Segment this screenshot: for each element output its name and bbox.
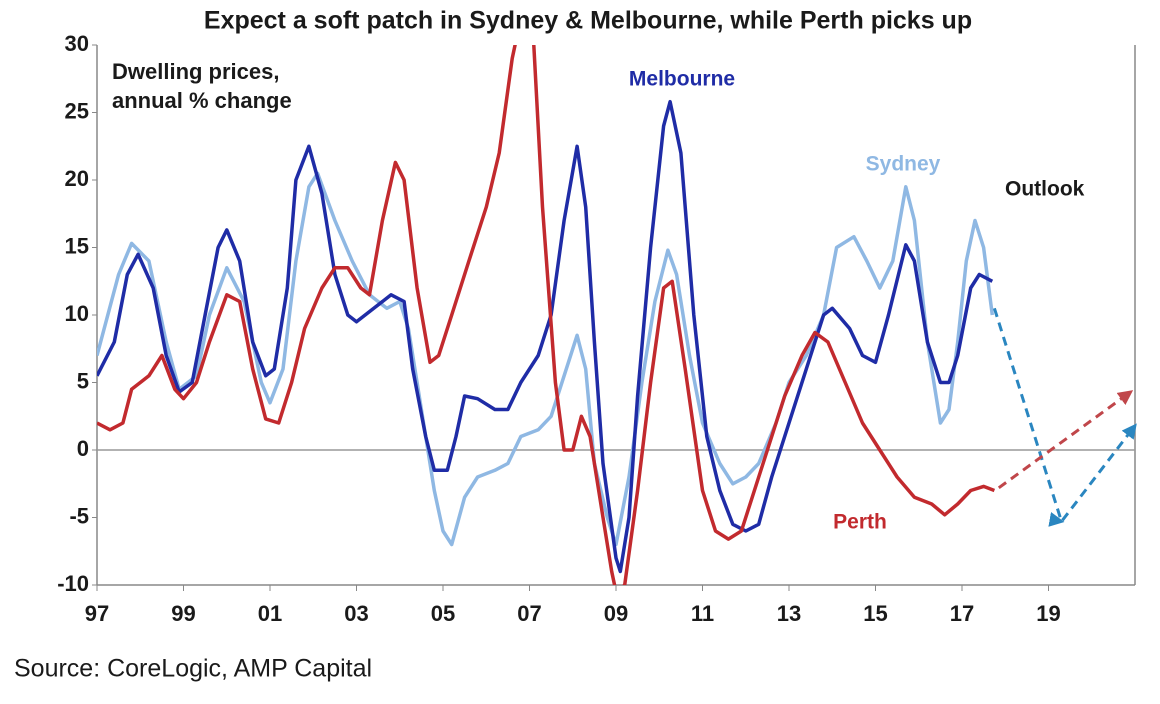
y-tick-label: -10 bbox=[57, 571, 89, 596]
y-tick-label: 30 bbox=[65, 31, 89, 56]
x-tick-label: 99 bbox=[171, 601, 195, 626]
outlook-line bbox=[992, 307, 1137, 527]
y-tick-label: 20 bbox=[65, 166, 89, 191]
x-tick-label: 17 bbox=[950, 601, 974, 626]
x-tick-label: 09 bbox=[604, 601, 628, 626]
x-tick-label: 05 bbox=[431, 601, 455, 626]
outlook-line bbox=[997, 390, 1134, 490]
x-tick-label: 97 bbox=[85, 601, 109, 626]
series-label: Melbourne bbox=[629, 68, 735, 91]
y-tick-label: 15 bbox=[65, 233, 89, 258]
x-tick-label: 07 bbox=[517, 601, 541, 626]
series-line bbox=[97, 99, 994, 574]
y-tick-label: -5 bbox=[69, 503, 89, 528]
x-tick-label: 11 bbox=[691, 601, 714, 626]
outlook-label: Outlook bbox=[1005, 178, 1085, 201]
x-tick-label: 19 bbox=[1036, 601, 1060, 626]
plot-area bbox=[97, 45, 996, 585]
source: Source: CoreLogic, AMP Capital bbox=[14, 655, 372, 683]
y-tick-label: 5 bbox=[77, 368, 89, 393]
annotation: Dwelling prices, bbox=[112, 59, 280, 84]
series-label: Perth bbox=[833, 511, 887, 534]
y-tick-label: 25 bbox=[65, 98, 89, 123]
series-line bbox=[97, 45, 996, 585]
chart-title: Expect a soft patch in Sydney & Melbourn… bbox=[204, 7, 972, 35]
x-tick-label: 13 bbox=[777, 601, 801, 626]
series-line bbox=[97, 171, 995, 547]
x-tick-label: 15 bbox=[863, 601, 887, 626]
x-tick-label: 03 bbox=[344, 601, 368, 626]
annotation: annual % change bbox=[112, 88, 292, 113]
y-tick-label: 0 bbox=[77, 436, 89, 461]
x-tick-label: 01 bbox=[258, 601, 282, 626]
y-tick-label: 10 bbox=[65, 301, 89, 326]
series-label: Sydney bbox=[866, 153, 941, 176]
